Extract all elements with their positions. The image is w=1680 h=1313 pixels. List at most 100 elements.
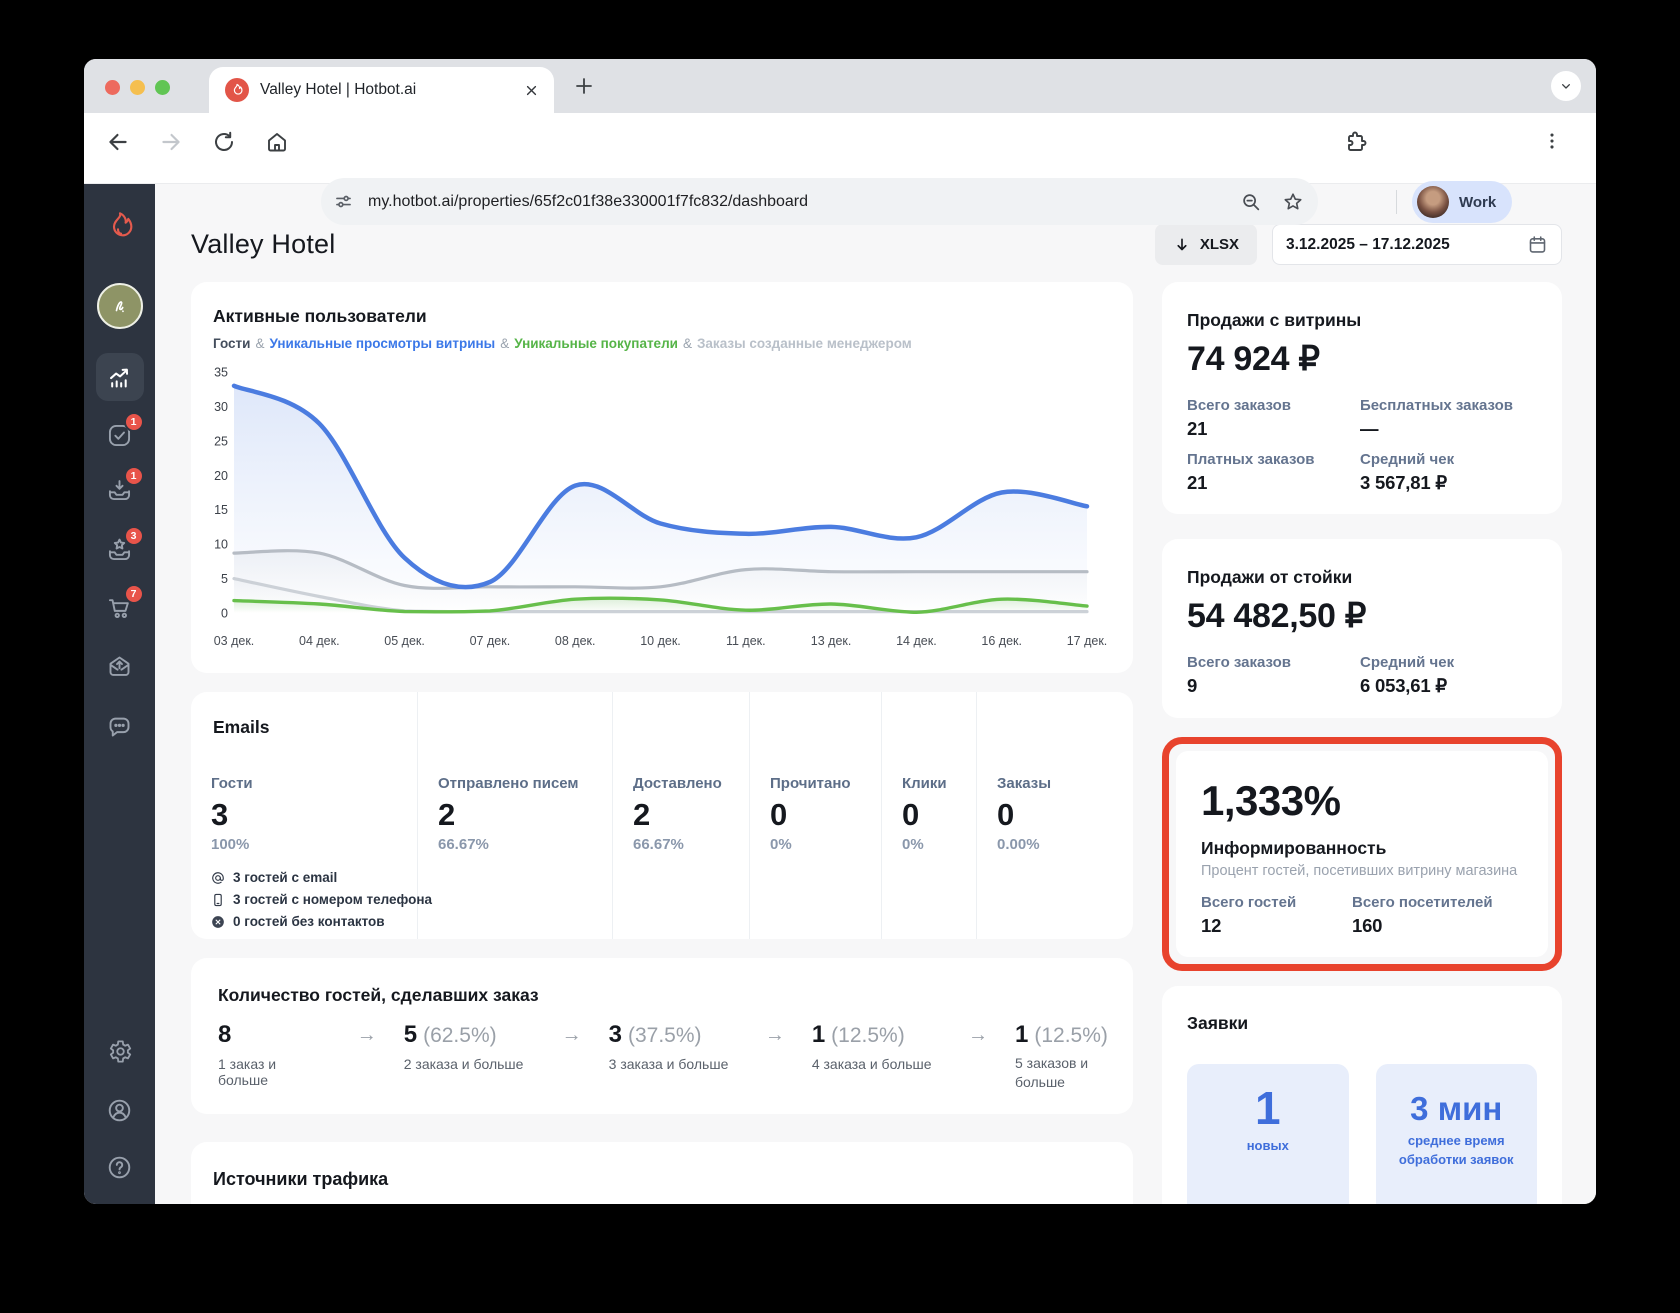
phone-icon	[211, 893, 225, 907]
address-bar[interactable]: my.hotbot.ai/properties/65f2c01f38e33000…	[321, 178, 1318, 225]
back-button[interactable]	[105, 129, 131, 155]
svg-text:35: 35	[214, 366, 228, 380]
profile-avatar	[1417, 186, 1449, 218]
legend-unique-buyers[interactable]: Уникальные покупатели	[514, 336, 678, 351]
profile-chip[interactable]: Work	[1412, 181, 1513, 223]
svg-text:25: 25	[214, 434, 228, 448]
awareness-highlight: 1,333% Информированность Процент гостей,…	[1162, 737, 1562, 971]
date-range-picker[interactable]: 3.12.2025 – 17.12.2025	[1272, 224, 1562, 265]
sidebar-item-inbox[interactable]: 1	[96, 465, 144, 513]
window-controls	[105, 80, 170, 95]
funnel-arrow-icon: →	[967, 1024, 988, 1046]
browser-window: Valley Hotel | Hotbot.ai m	[84, 59, 1596, 1204]
awareness-value: 1,333%	[1201, 777, 1341, 824]
svg-text:11 дек.: 11 дек.	[726, 634, 766, 648]
stat: Платных заказов 21	[1187, 451, 1315, 493]
date-range-value: 3.12.2025 – 17.12.2025	[1286, 235, 1450, 253]
svg-text:5: 5	[221, 572, 228, 586]
tab-search-chevron-button[interactable]	[1551, 71, 1581, 101]
page-title: Valley Hotel	[191, 229, 336, 259]
sidebar-item-loyalty[interactable]: 3	[96, 525, 144, 573]
funnel-step: 8 1 заказ и больше	[218, 1021, 277, 1088]
traffic-sources-card: Источники трафика	[191, 1142, 1133, 1204]
stat: Средний чек 3 567,81 ₽	[1360, 451, 1455, 493]
stat: Всего заказов 21	[1187, 397, 1291, 439]
svg-text:04 дек.: 04 дек.	[299, 634, 340, 648]
loyalty-badge: 3	[123, 526, 144, 546]
reload-button[interactable]	[212, 130, 236, 154]
chart-line	[232, 549, 1089, 590]
active-users-line-chart: 0 5 10 15 20 25 30 35 03 дек. 04 дек. 05 дек. 07 де…	[214, 366, 1108, 649]
site-settings-tune-icon[interactable]	[333, 191, 354, 212]
export-label: XLSX	[1199, 236, 1239, 253]
legend-guests[interactable]: Гости	[213, 336, 251, 351]
desk-sales-card: Продажи от стойки 54 482,50 ₽ Всего зака…	[1162, 539, 1562, 718]
emails-col-orders: Заказы 0 0.00%	[997, 775, 1052, 853]
emails-col-sent: Отправлено писем 2 66.67%	[418, 692, 613, 939]
funnel-arrow-icon: →	[356, 1024, 377, 1046]
requests-title: Заявки	[1187, 1013, 1249, 1033]
tab-title: Valley Hotel | Hotbot.ai	[260, 81, 417, 98]
x-circle-icon	[211, 915, 225, 929]
legend-unique-views[interactable]: Уникальные просмотры витрины	[269, 336, 496, 351]
bookmark-star-icon[interactable]	[1282, 191, 1304, 213]
minimize-window-button[interactable]	[130, 80, 145, 95]
svg-text:03 дек.: 03 дек.	[214, 634, 255, 648]
sidebar-item-tasks[interactable]: 1	[96, 411, 144, 459]
svg-text:20: 20	[214, 469, 228, 483]
sidebar-item-chats[interactable]	[96, 702, 144, 750]
orders-funnel-card: Количество гостей, сделавших заказ 8 1 з…	[191, 958, 1133, 1114]
sidebar-item-orders-cart[interactable]: 7	[96, 583, 144, 631]
fullscreen-window-button[interactable]	[155, 80, 170, 95]
close-window-button[interactable]	[105, 80, 120, 95]
svg-text:30: 30	[214, 400, 228, 414]
url-text: my.hotbot.ai/properties/65f2c01f38e33000…	[368, 192, 809, 210]
funnel-arrow-icon: →	[561, 1024, 582, 1046]
forward-button[interactable]	[158, 129, 184, 155]
browser-toolbar: my.hotbot.ai/properties/65f2c01f38e33000…	[84, 113, 1596, 225]
svg-text:17 дек.: 17 дек.	[1067, 634, 1108, 648]
svg-text:10: 10	[214, 538, 228, 552]
legend-manager-orders[interactable]: Заказы созданные менеджером	[696, 336, 912, 351]
extensions-puzzle-icon[interactable]	[1344, 130, 1368, 154]
showcase-sales-total: 74 924 ₽	[1187, 340, 1320, 378]
chart-line	[232, 577, 1089, 614]
toolbar-separator	[1396, 190, 1397, 214]
new-tab-button[interactable]	[572, 74, 596, 98]
dashboard-main: Valley Hotel XLSX 3.12.2025 – 17.12.2025	[155, 184, 1596, 1204]
tab-close-icon[interactable]	[523, 82, 540, 99]
avg-processing-time-tile: 3 мин среднее время обработки заявок	[1375, 1064, 1537, 1204]
property-avatar[interactable]	[96, 282, 144, 330]
requests-card: Заявки 1 новых 3 мин среднее время обраб…	[1162, 986, 1562, 1204]
zoom-out-icon[interactable]	[1240, 191, 1262, 213]
emails-col-delivered: Доставлено 2 66.67%	[613, 692, 750, 939]
sidebar-item-settings[interactable]	[96, 1027, 144, 1075]
export-xlsx-button[interactable]: XLSX	[1154, 224, 1257, 265]
funnel-step: 5 (62.5%) 2 заказа и больше	[403, 1021, 524, 1072]
sidebar-item-analytics[interactable]	[95, 353, 144, 401]
chart-title: Активные пользователи	[213, 306, 427, 326]
svg-text:13 дек.: 13 дек.	[811, 634, 852, 648]
funnel-step: 1 (12.5%) 4 заказа и больше	[811, 1021, 932, 1072]
inbox-badge: 1	[123, 466, 144, 486]
emails-col-guests: Гости 3 100% 3 гостей с email 3 гостей с…	[191, 692, 432, 939]
sidebar-item-mailings[interactable]	[96, 642, 144, 690]
active-users-card: Активные пользователи Гости & Уникальные п…	[191, 282, 1133, 673]
home-button[interactable]	[265, 130, 289, 154]
svg-text:08 дек.: 08 дек.	[555, 634, 596, 648]
sidebar-item-profile[interactable]	[96, 1086, 144, 1134]
desk-sales-total: 54 482,50 ₽	[1187, 597, 1367, 635]
funnel-arrow-icon: →	[764, 1024, 785, 1046]
sidebar-item-help[interactable]	[96, 1143, 144, 1191]
chart-line	[231, 383, 1090, 590]
menu-dots-icon[interactable]	[1541, 130, 1563, 152]
cart-badge: 7	[123, 584, 144, 604]
svg-text:07 дек.: 07 дек.	[470, 634, 511, 648]
stat: Всего заказов 9	[1187, 654, 1291, 696]
svg-text:16 дек.: 16 дек.	[981, 634, 1022, 648]
chart-line	[232, 596, 1089, 614]
at-icon	[211, 871, 225, 885]
awareness-subtitle: Процент гостей, посетивших витрину магаз…	[1201, 863, 1518, 879]
svg-text:10 дек.: 10 дек.	[640, 634, 681, 648]
browser-tab[interactable]: Valley Hotel | Hotbot.ai	[209, 67, 554, 113]
